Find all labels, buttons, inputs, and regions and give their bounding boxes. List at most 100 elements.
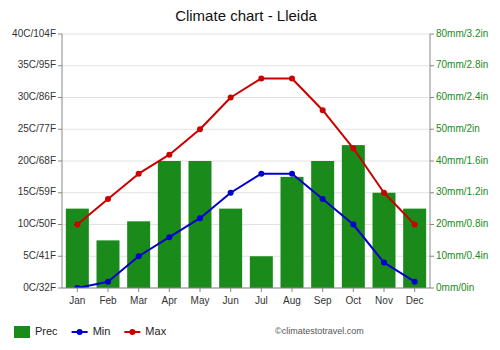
y-tick [58,65,62,66]
line-series [74,171,417,288]
x-tick [414,288,415,292]
marker [320,107,326,113]
grid-line [62,129,430,130]
y-tick-label: 35C/95F [18,59,56,70]
marker [74,222,80,228]
x-tick-label: Jul [255,295,268,306]
y2-tick-label: 80mm/3.2in [436,28,488,39]
bar [250,256,273,288]
bar-series [66,145,426,288]
y-tick-label: 25C/77F [18,123,56,134]
y2-tick [430,192,434,193]
y2-tick [430,256,434,257]
bar [281,177,304,288]
y-tick [58,34,62,35]
bar [66,209,89,288]
watermark: ©climatestotravel.com [275,326,364,336]
legend-swatch [14,326,30,338]
marker [258,171,264,177]
grid-line [62,97,430,98]
grid-line [62,161,430,162]
y-tick-label: 5C/41F [23,250,56,261]
x-tick [322,288,323,292]
x-tick-label: Dec [406,295,424,306]
x-tick [77,288,78,292]
marker [412,279,418,285]
y2-tick [430,129,434,130]
x-tick-label: May [191,295,210,306]
marks [66,75,426,288]
marker [350,222,356,228]
marker [381,260,387,266]
legend-item: Min [72,325,111,337]
x-tick [384,288,385,292]
y2-tick [430,224,434,225]
bar [311,161,334,288]
marker [350,145,356,151]
bar [189,161,212,288]
legend: Prec Min Max [14,325,167,338]
y2-tick-label: 70mm/2.8in [436,59,488,70]
x-tick [261,288,262,292]
y-tick-label: 10C/50F [18,218,56,229]
x-tick-label: Feb [99,295,117,306]
y-tick [58,129,62,130]
y-tick-label: 30C/86F [18,91,56,102]
bar [127,221,150,288]
marker [258,75,264,81]
y2-tick-label: 20mm/0.8in [436,218,488,229]
marker [105,279,111,285]
y-tick-label: 20C/68F [18,155,56,166]
title: Climate chart - Lleida [175,7,317,24]
x-tick [200,288,201,292]
x-tick-label: Sep [314,295,332,306]
line-series [74,75,417,227]
x-tick-label: Apr [162,295,178,306]
marker [136,171,142,177]
bar [158,161,181,288]
marker [166,152,172,158]
y2-tick-label: 0mm/0in [436,282,474,293]
y-tick-label: 40C/104F [12,28,56,39]
y-tick [58,256,62,257]
legend-label: Min [93,325,111,337]
marker [289,75,295,81]
x-tick [353,288,354,292]
line [77,174,414,288]
marker [105,196,111,202]
y2-tick-label: 30mm/1.2in [436,186,488,197]
y-tick [58,192,62,193]
x-tick-label: Jun [223,295,239,306]
x-tick-label: Oct [346,295,362,306]
y-tick [58,288,62,289]
x-tick-label: Mar [130,295,148,306]
x-tick-label: Aug [283,295,301,306]
x-tick [138,288,139,292]
legend-label: Max [145,325,166,337]
y2-tick [430,65,434,66]
axes: 0C/32F5C/41F10C/50F15C/59F20C/68F25C/77F… [12,28,488,306]
line [77,78,414,224]
x-tick [169,288,170,292]
legend-label: Prec [35,325,58,337]
y2-tick-label: 50mm/2in [436,123,480,134]
y2-tick [430,161,434,162]
grid-line [62,288,430,289]
bar [219,209,242,288]
marker [228,190,234,196]
marker [381,190,387,196]
marker [289,171,295,177]
chart: 0C/32F5C/41F10C/50F15C/59F20C/68F25C/77F… [0,0,500,350]
x-tick [292,288,293,292]
x-axis-line [62,288,430,289]
bar [97,240,120,288]
marker [197,215,203,221]
x-tick-label: Jan [69,295,85,306]
y2-tick [430,34,434,35]
y2-tick [430,288,434,289]
marker [136,253,142,259]
marker [412,222,418,228]
legend-item: Max [124,325,166,337]
marker [166,234,172,240]
grid [62,34,430,288]
